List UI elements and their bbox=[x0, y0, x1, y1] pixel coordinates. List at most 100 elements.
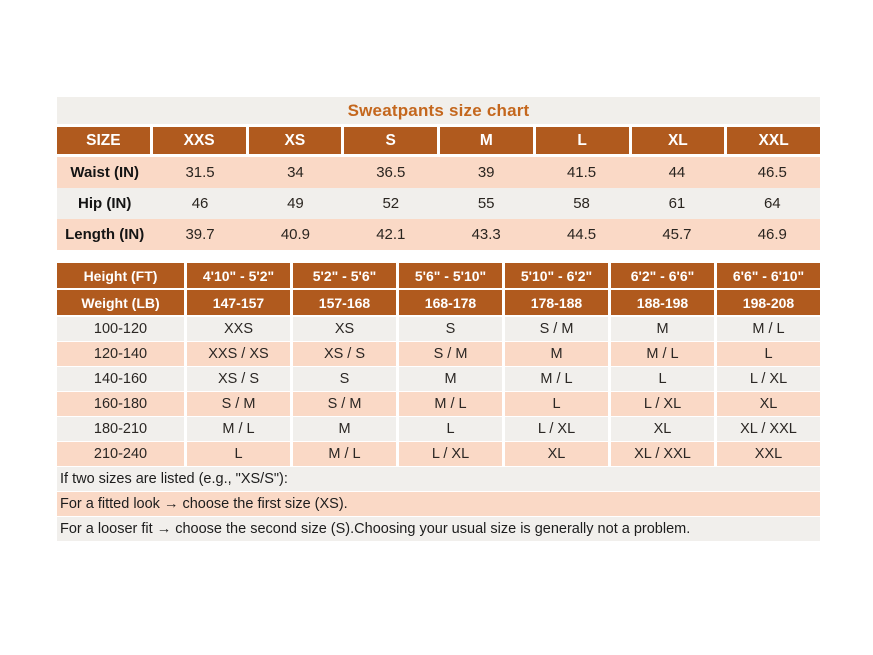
weight-header-cell: 198-208 bbox=[717, 290, 820, 315]
recommended-size: M / L bbox=[399, 392, 502, 416]
note-line: For a fitted look → choose the first siz… bbox=[57, 492, 820, 516]
height-header-cell: 6'6" - 6'10" bbox=[717, 263, 820, 288]
size-header-cell: SIZE bbox=[57, 127, 150, 154]
recommended-size: XXS bbox=[187, 317, 290, 341]
recommended-size: M / L bbox=[717, 317, 820, 341]
size-notes: If two sizes are listed (e.g., "XS/S"): F… bbox=[57, 467, 820, 541]
weight-range-label: 100-120 bbox=[57, 317, 184, 341]
measurement-value: 55 bbox=[477, 195, 495, 212]
measurement-row: Hip (IN) 46 49 52 55 58 61 64 bbox=[57, 188, 820, 219]
recommended-size: S bbox=[399, 317, 502, 341]
recommended-size: XS bbox=[293, 317, 396, 341]
weight-range-label: 210-240 bbox=[57, 442, 184, 466]
recommended-size: L / XL bbox=[399, 442, 502, 466]
recommended-size: M bbox=[505, 342, 608, 366]
weight-range-label: 140-160 bbox=[57, 367, 184, 391]
measurement-value: 45.7 bbox=[662, 226, 692, 243]
measurement-table-header-row: SIZE XXS XS S M L XL XXL bbox=[57, 127, 820, 154]
measurement-row-label: Hip (IN) bbox=[78, 195, 132, 212]
height-header-cell: 5'6" - 5'10" bbox=[399, 263, 502, 288]
measurement-value: 46.5 bbox=[757, 164, 787, 181]
size-header-cell: XXL bbox=[727, 127, 820, 154]
chart-title-bar: Sweatpants size chart bbox=[57, 97, 820, 124]
recommended-size: L / XL bbox=[717, 367, 820, 391]
recommended-size: M / L bbox=[187, 417, 290, 441]
weight-range-label: 180-210 bbox=[57, 417, 184, 441]
size-header-cell: L bbox=[535, 127, 629, 154]
measurement-value: 41.5 bbox=[566, 164, 597, 181]
recommended-size: S / M bbox=[293, 392, 396, 416]
size-header-cell: M bbox=[440, 127, 533, 154]
height-header-label: Height (FT) bbox=[57, 263, 184, 288]
recommended-size: M / L bbox=[611, 342, 714, 366]
recommended-size: L bbox=[505, 392, 608, 416]
recommended-size: M bbox=[399, 367, 502, 391]
measurement-row-label: Waist (IN) bbox=[70, 164, 139, 181]
weight-header-row: Weight (LB) 147-157 157-168 168-178 178-188 1… bbox=[57, 290, 820, 315]
recommended-size: XL bbox=[611, 417, 714, 441]
measurement-table-body: Waist (IN) 31.5 34 36.5 39 41.5 44 46.5 Hip (IN)… bbox=[57, 157, 820, 250]
recommended-size: S bbox=[293, 367, 396, 391]
measurement-value: 43.3 bbox=[471, 226, 501, 243]
recommended-size: L bbox=[399, 417, 502, 441]
measurement-value: 39.7 bbox=[185, 226, 215, 243]
fit-table-header: Height (FT) 4'10" - 5'2" 5'2" - 5'6" 5'6" -… bbox=[57, 263, 820, 315]
measurement-value: 61 bbox=[668, 195, 686, 212]
measurement-row: Length (IN) 39.7 40.9 42.1 43.3 44.5 45.7 46.9 bbox=[57, 219, 820, 250]
measurement-table: SIZE XXS XS S M L XL XXL Waist (IN) 31.5 34 36.5 39… bbox=[57, 127, 820, 250]
measurement-value: 44.5 bbox=[566, 226, 597, 243]
measurement-value: 42.1 bbox=[376, 226, 406, 243]
measurement-value: 34 bbox=[287, 164, 304, 181]
fit-table: Height (FT) 4'10" - 5'2" 5'2" - 5'6" 5'6" -… bbox=[57, 263, 820, 466]
measurement-value: 40.9 bbox=[280, 226, 311, 243]
recommended-size: XL bbox=[717, 392, 820, 416]
recommended-size: M bbox=[293, 417, 396, 441]
recommended-size: S / M bbox=[399, 342, 502, 366]
recommended-size: S / M bbox=[187, 392, 290, 416]
recommended-size: L / XL bbox=[505, 417, 608, 441]
weight-header-cell: 188-198 bbox=[611, 290, 714, 315]
recommended-size: L bbox=[187, 442, 290, 466]
note-line: For a looser fit → choose the second siz… bbox=[57, 517, 820, 541]
recommended-size: XXS / XS bbox=[187, 342, 290, 366]
weight-header-cell: 147-157 bbox=[187, 290, 290, 315]
chart-title: Sweatpants size chart bbox=[347, 100, 530, 120]
weight-header-cell: 157-168 bbox=[293, 290, 396, 315]
measurement-value: 39 bbox=[477, 164, 495, 181]
recommended-size: L bbox=[611, 367, 714, 391]
recommended-size: XS / S bbox=[293, 342, 396, 366]
recommended-size: M / L bbox=[505, 367, 608, 391]
recommended-size: L / XL bbox=[611, 392, 714, 416]
height-header-row: Height (FT) 4'10" - 5'2" 5'2" - 5'6" 5'6" -… bbox=[57, 263, 820, 288]
measurement-row-label: Length (IN) bbox=[65, 226, 145, 243]
recommended-size: XL / XXL bbox=[611, 442, 714, 466]
weight-header-cell: 168-178 bbox=[399, 290, 502, 315]
weight-header-label: Weight (LB) bbox=[57, 290, 184, 315]
size-header-cell: S bbox=[344, 127, 437, 154]
height-header-cell: 5'10" - 6'2" bbox=[505, 263, 608, 288]
height-header-cell: 5'2" - 5'6" bbox=[293, 263, 396, 288]
recommended-size: M / L bbox=[293, 442, 396, 466]
measurement-value: 36.5 bbox=[376, 164, 406, 181]
measurement-value: 58 bbox=[573, 195, 590, 212]
size-header-cell: XS bbox=[248, 127, 342, 154]
sweatpants-size-chart: Sweatpants size chart SIZE XXS XS S M L XL XXL … bbox=[57, 97, 820, 542]
measurement-value: 49 bbox=[287, 195, 304, 212]
weight-range-label: 160-180 bbox=[57, 392, 184, 416]
recommended-size: XL bbox=[505, 442, 608, 466]
recommended-size: XL / XXL bbox=[717, 417, 820, 441]
recommended-size: XS / S bbox=[187, 367, 290, 391]
recommended-size: L bbox=[717, 342, 820, 366]
weight-header-cell: 178-188 bbox=[505, 290, 608, 315]
measurement-value: 52 bbox=[382, 195, 400, 212]
note-line: If two sizes are listed (e.g., "XS/S"): bbox=[57, 467, 820, 491]
measurement-row: Waist (IN) 31.5 34 36.5 39 41.5 44 46.5 bbox=[57, 157, 820, 188]
measurement-value: 46.9 bbox=[757, 226, 787, 243]
recommended-size: M bbox=[611, 317, 714, 341]
